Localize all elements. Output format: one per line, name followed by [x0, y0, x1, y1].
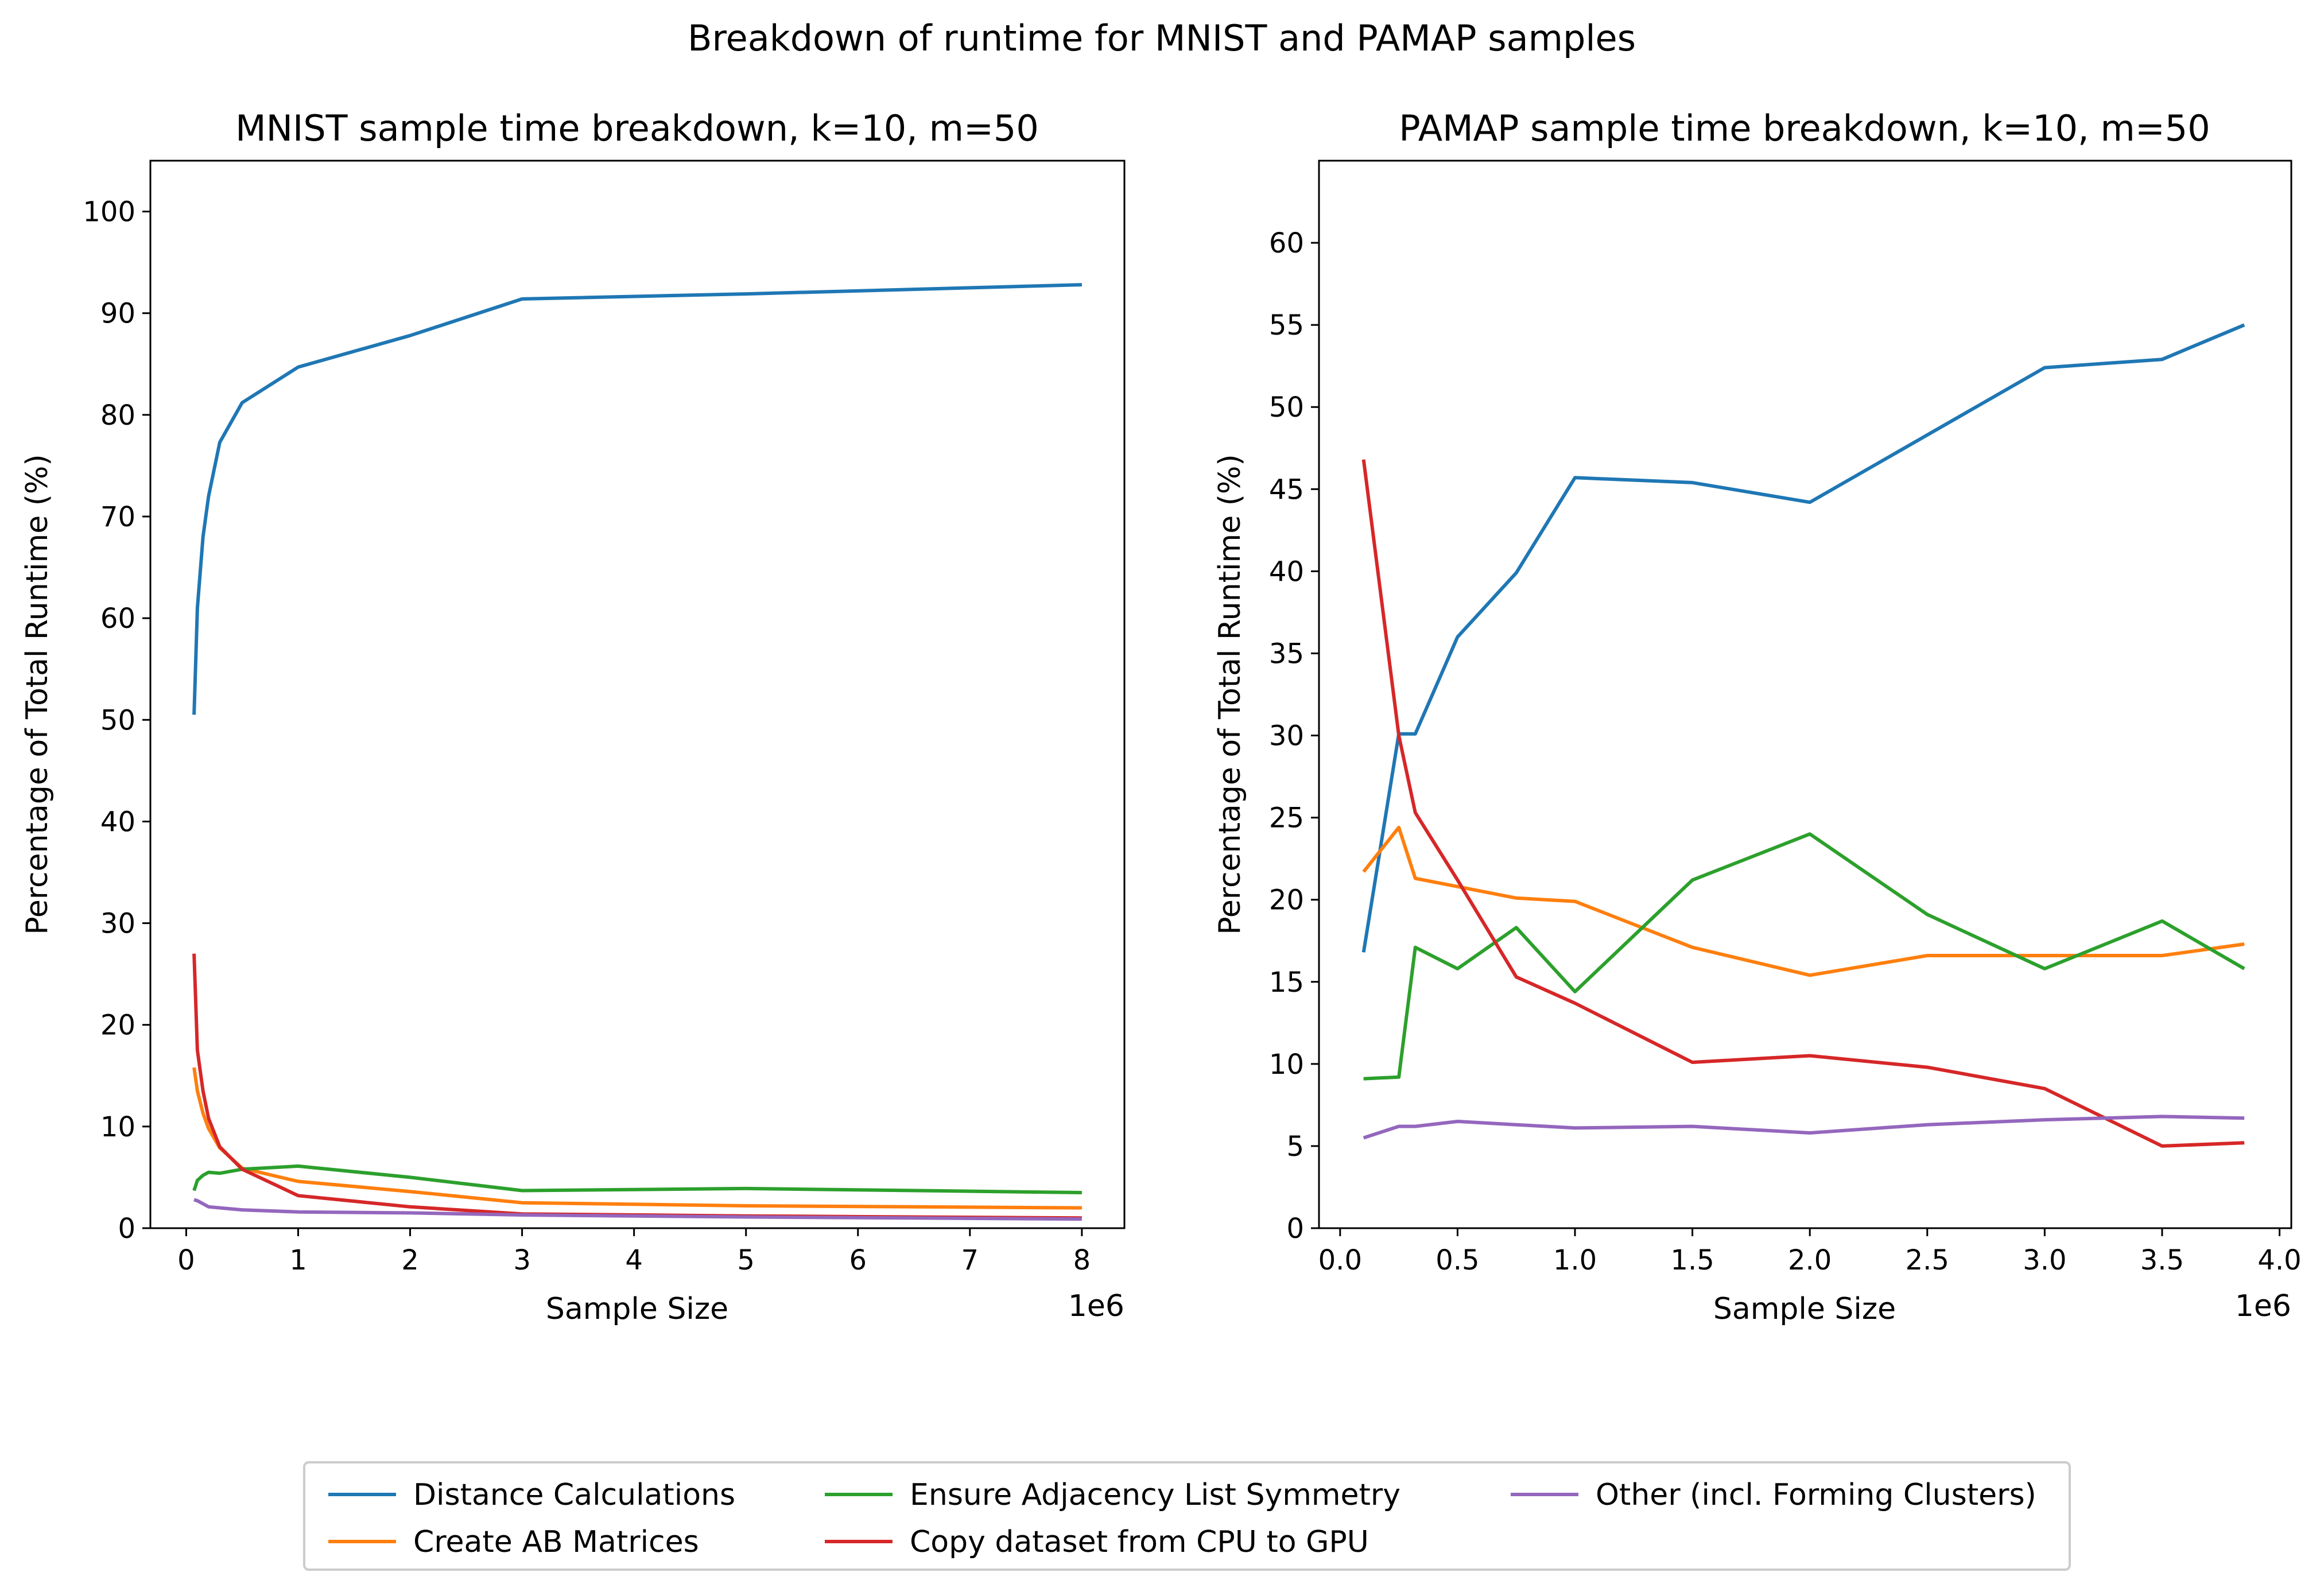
legend-box: [303, 1461, 2071, 1571]
mnist-y-tick-label: 80: [100, 399, 135, 432]
pamap-chart: PAMAP sample time breakdown, k=10, m=50 …: [1213, 107, 2302, 1326]
pamap-x-tick-label: 2.0: [1788, 1244, 1832, 1276]
pamap-x-tick-label: 2.5: [1906, 1244, 1949, 1276]
mnist-x-tick-label: 8: [1073, 1244, 1091, 1276]
mnist-series-ensure-adjacency-list-symmetry: [192, 1164, 1082, 1194]
legend-label: Ensure Adjacency List Symmetry: [910, 1478, 1400, 1512]
mnist-y-tick-label: 70: [100, 501, 135, 533]
figure-title: Breakdown of runtime for MNIST and PAMAP…: [688, 17, 1636, 59]
mnist-y-tick-label: 30: [100, 908, 135, 940]
pamap-x-tick-label: 4.0: [2257, 1244, 2301, 1276]
pamap-series-other-incl-forming-clusters: [1363, 1115, 2245, 1140]
pamap-x-tick-label: 1.5: [1670, 1244, 1714, 1276]
mnist-x-axis-label: Sample Size: [546, 1292, 728, 1326]
pamap-y-tick-label: 55: [1269, 309, 1304, 341]
mnist-chart-title: MNIST sample time breakdown, k=10, m=50: [235, 107, 1039, 149]
pamap-y-tick-label: 35: [1269, 638, 1304, 670]
mnist-x-tick-label: 7: [961, 1244, 979, 1276]
pamap-series-ensure-adjacency-list-symmetry: [1363, 832, 2245, 1081]
pamap-y-tick-label: 20: [1269, 884, 1304, 917]
legend-label: Distance Calculations: [413, 1478, 735, 1512]
mnist-series-distance-calculations: [192, 283, 1082, 715]
pamap-y-tick-label: 15: [1269, 966, 1304, 999]
legend-items: Distance Calculations Create AB Matrices E…: [328, 1478, 2036, 1559]
pamap-y-tick-label: 60: [1269, 227, 1304, 259]
mnist-series-copy-dataset-from-cpu-to-gpu: [192, 953, 1082, 1220]
pamap-x-tick-label: 3.5: [2140, 1244, 2184, 1276]
pamap-chart-title: PAMAP sample time breakdown, k=10, m=50: [1399, 107, 2210, 149]
mnist-chart: MNIST sample time breakdown, k=10, m=50 …: [20, 107, 1126, 1326]
mnist-x-tick-label: 2: [401, 1244, 419, 1276]
pamap-x-tick-label: 3.0: [2023, 1244, 2066, 1276]
mnist-y-tick-label: 60: [100, 603, 135, 635]
mnist-series-lines: [192, 283, 1082, 1221]
pamap-y-tick-label: 0: [1286, 1213, 1304, 1245]
mnist-y-tick-label: 10: [100, 1111, 135, 1143]
mnist-x-tick-label: 4: [625, 1244, 643, 1276]
legend-label: Create AB Matrices: [413, 1525, 699, 1559]
pamap-y-tick-label: 10: [1269, 1049, 1304, 1081]
pamap-y-tick-label: 25: [1269, 802, 1304, 834]
pamap-series-distance-calculations: [1361, 323, 2245, 953]
pamap-y-tick-label: 40: [1269, 556, 1304, 588]
pamap-x-tick-label: 1.0: [1553, 1244, 1597, 1276]
pamap-y-axis-label: Percentage of Total Runtime (%): [1213, 454, 1247, 934]
mnist-x-tick-label: 6: [849, 1244, 867, 1276]
pamap-y-tick-label: 45: [1269, 473, 1304, 506]
mnist-x-offset-label: 1e6: [1068, 1289, 1124, 1323]
mnist-y-tick-label: 40: [100, 806, 135, 838]
pamap-y-tick-label: 50: [1269, 391, 1304, 424]
mnist-plot-frame: [149, 160, 1126, 1229]
mnist-series-other-incl-forming-clusters: [193, 1198, 1082, 1221]
mnist-y-tick-label: 50: [100, 704, 135, 736]
mnist-x-tick-label: 5: [737, 1244, 755, 1276]
mnist-y-tick-label: 20: [100, 1010, 135, 1042]
pamap-ticks: 0.0 0.5 1.0 1.5 2.0 2.5 3.0 3.5 4.0 0 5 10 15 20 25 30 3…: [1269, 227, 2302, 1276]
mnist-y-tick-label: 100: [83, 196, 135, 228]
legend: Distance Calculations Create AB Matrices E…: [303, 1461, 2071, 1571]
pamap-series-lines: [1361, 323, 2245, 1148]
mnist-x-tick-label: 1: [289, 1244, 307, 1276]
pamap-x-tick-label: 0.0: [1318, 1244, 1362, 1276]
mnist-y-tick-label: 90: [100, 298, 135, 330]
pamap-y-tick-label: 30: [1269, 720, 1304, 752]
pamap-plot-frame: [1318, 160, 2292, 1229]
pamap-x-axis-label: Sample Size: [1713, 1292, 1896, 1326]
mnist-series-create-ab-matrices: [192, 1067, 1082, 1210]
pamap-x-tick-label: 0.5: [1435, 1244, 1479, 1276]
pamap-x-offset-label: 1e6: [2235, 1289, 2291, 1323]
mnist-y-tick-label: 0: [118, 1213, 135, 1245]
pamap-series-copy-dataset-from-cpu-to-gpu: [1361, 459, 2245, 1148]
legend-label: Other (incl. Forming Clusters): [1596, 1478, 2036, 1512]
mnist-x-tick-label: 0: [177, 1244, 195, 1276]
pamap-series-create-ab-matrices: [1362, 825, 2245, 977]
legend-label: Copy dataset from CPU to GPU: [910, 1525, 1369, 1559]
pamap-y-tick-label: 5: [1286, 1131, 1304, 1163]
mnist-x-tick-label: 3: [513, 1244, 531, 1276]
mnist-y-axis-label: Percentage of Total Runtime (%): [20, 454, 55, 934]
